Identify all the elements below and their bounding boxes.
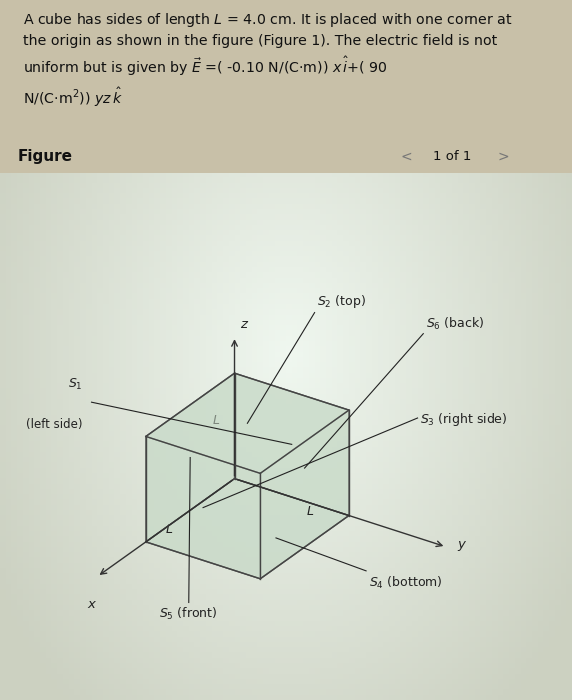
Text: y: y bbox=[458, 538, 466, 551]
Text: $L$: $L$ bbox=[165, 524, 173, 536]
Text: $S_6$ (back): $S_6$ (back) bbox=[426, 316, 484, 332]
Polygon shape bbox=[146, 437, 260, 579]
Polygon shape bbox=[260, 410, 349, 579]
Polygon shape bbox=[146, 373, 235, 542]
Text: $S_5$ (front): $S_5$ (front) bbox=[160, 606, 218, 622]
Text: <: < bbox=[400, 150, 412, 164]
Text: $S_3$ (right side): $S_3$ (right side) bbox=[420, 411, 508, 428]
Text: $L$: $L$ bbox=[306, 505, 314, 518]
Text: A cube has sides of length $L$ = 4.0 cm. It is placed with one corner at
the ori: A cube has sides of length $L$ = 4.0 cm.… bbox=[23, 11, 513, 109]
Text: Figure: Figure bbox=[17, 149, 72, 164]
Text: x: x bbox=[88, 598, 96, 610]
Text: 1 of 1: 1 of 1 bbox=[432, 150, 471, 163]
Text: $S_1$: $S_1$ bbox=[68, 377, 83, 391]
Text: >: > bbox=[498, 150, 509, 164]
Polygon shape bbox=[235, 373, 349, 515]
Text: $L$: $L$ bbox=[212, 414, 220, 427]
Text: z: z bbox=[240, 318, 247, 331]
Polygon shape bbox=[146, 373, 349, 473]
Text: $S_4$ (bottom): $S_4$ (bottom) bbox=[369, 575, 443, 591]
Polygon shape bbox=[146, 479, 349, 579]
Text: $S_2$ (top): $S_2$ (top) bbox=[317, 293, 367, 310]
Text: (left side): (left side) bbox=[26, 418, 83, 431]
